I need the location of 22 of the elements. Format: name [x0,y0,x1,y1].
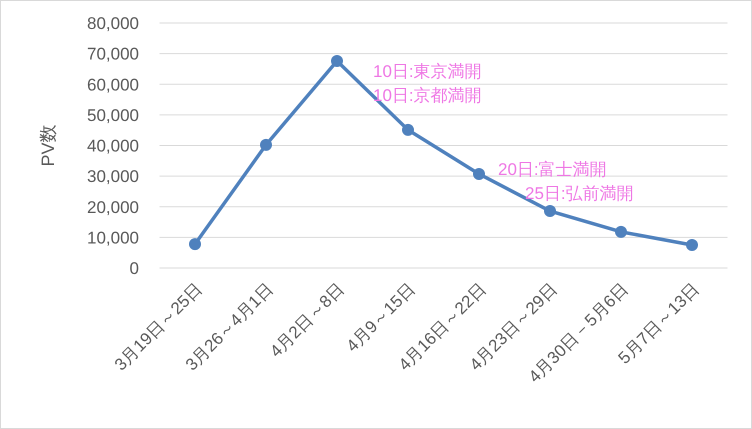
point [189,238,201,250]
y-tick-label: 20,000 [87,198,139,217]
annotation: 25日:弘前満開 [525,184,634,203]
y-tick-label: 80,000 [87,14,139,33]
point [331,54,343,67]
annotation: 20日:富士満開 [498,160,607,179]
y-tick-label: 50,000 [87,106,139,125]
point [402,124,414,136]
y-tick-label: 30,000 [87,167,139,186]
point [544,205,556,218]
y-tick-label: 40,000 [87,136,139,156]
y-tick-label: 70,000 [87,44,139,64]
y-tick-label: 0 [130,259,139,278]
point [615,226,627,238]
point [260,138,272,151]
annotation: 10日:東京満開 [373,62,482,81]
point [473,168,485,180]
y-axis-title: PV数 [38,124,58,167]
point [686,239,698,252]
y-tick-label: 10,000 [87,228,139,248]
annotation: 10日:京都満開 [373,86,482,105]
y-tick-label: 60,000 [87,75,139,94]
